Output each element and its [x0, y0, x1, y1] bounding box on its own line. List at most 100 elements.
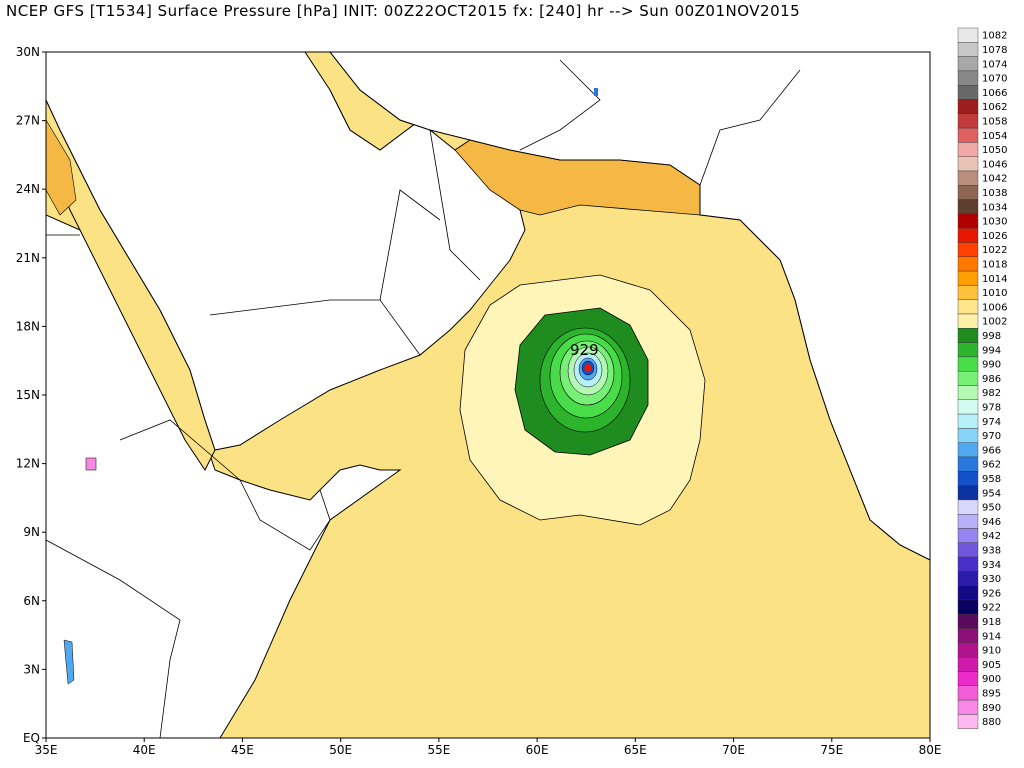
legend-swatch [957, 413, 979, 429]
legend-swatch [957, 471, 979, 486]
legend-swatch [957, 556, 979, 572]
x-tick-label: 55E [427, 743, 450, 757]
legend-swatch [957, 585, 979, 601]
legend-label: 1082 [982, 31, 1007, 42]
y-tick-label: 21N [16, 251, 40, 265]
legend-label: 990 [982, 360, 1001, 371]
highland-spot [85, 457, 97, 471]
legend-label: 1046 [982, 159, 1007, 170]
legend-label: 1014 [982, 274, 1007, 285]
legend-swatch [957, 156, 979, 172]
legend-label: 954 [982, 488, 1001, 499]
legend-label: 934 [982, 560, 1001, 571]
legend-swatch [957, 628, 979, 644]
legend-label: 905 [982, 660, 1001, 671]
legend-label: 890 [982, 703, 1001, 714]
legend-label: 880 [982, 717, 1001, 728]
map-layer [46, 52, 930, 738]
y-tick-label: 30N [16, 45, 40, 59]
legend-label: 970 [982, 431, 1001, 442]
legend-swatch [957, 371, 979, 386]
red-sea-1014 [46, 119, 77, 216]
legend-swatch [957, 714, 979, 729]
legend-swatch [957, 242, 979, 258]
legend-label: 958 [982, 474, 1001, 485]
y-tick-label: 15N [16, 388, 40, 402]
legend-label: 1054 [982, 131, 1007, 142]
legend-swatch [957, 313, 979, 329]
legend-label: 930 [982, 574, 1001, 585]
legend-label: 926 [982, 588, 1001, 599]
legend-label: 1022 [982, 245, 1007, 256]
legend-swatch [957, 499, 979, 515]
legend-label: 946 [982, 517, 1001, 528]
legend-label: 974 [982, 417, 1001, 428]
iran-spot [594, 88, 598, 96]
legend-label: 1066 [982, 88, 1007, 99]
legend-label: 900 [982, 674, 1001, 685]
legend-label: 1030 [982, 217, 1007, 228]
y-tick-label: 9N [23, 525, 40, 539]
legend-label: 982 [982, 388, 1001, 399]
x-tick-label: 75E [820, 743, 843, 757]
legend-swatch [957, 456, 979, 472]
legend-swatch [957, 142, 979, 157]
legend-swatch [957, 127, 979, 143]
legend-swatch [957, 213, 979, 229]
y-tick-label: 6N [23, 594, 40, 608]
legend-swatch [957, 27, 979, 43]
x-tick-label: 40E [133, 743, 156, 757]
x-tick-label: 60E [526, 743, 549, 757]
x-tick-label: 80E [919, 743, 942, 757]
legend-swatch [957, 356, 979, 372]
legend-label: 966 [982, 445, 1001, 456]
legend-label: 918 [982, 617, 1001, 628]
legend-label: 1034 [982, 202, 1007, 213]
legend-label: 895 [982, 688, 1001, 699]
legend-swatch [957, 70, 979, 86]
legend-swatch [957, 84, 979, 100]
legend-swatch [957, 614, 979, 629]
legend-label: 978 [982, 402, 1001, 413]
legend-swatch [957, 599, 979, 615]
legend-swatch [957, 170, 979, 186]
india-coastline [699, 214, 930, 561]
legend-swatch [957, 428, 979, 443]
x-axis: 35E 40E 45E 50E 55E 60E 65E 70E 75E 80E [35, 738, 942, 757]
legend-label: 1010 [982, 288, 1007, 299]
low-center-marker [584, 364, 592, 372]
legend-label: 994 [982, 345, 1001, 356]
y-tick-label: 3N [23, 662, 40, 676]
legend-swatch [957, 514, 979, 529]
legend-swatch [957, 199, 979, 215]
y-tick-label: EQ [23, 731, 40, 745]
legend-swatch [957, 56, 979, 72]
legend-label: 1070 [982, 74, 1007, 85]
legend-label: 950 [982, 503, 1001, 514]
legend-swatch [957, 328, 979, 343]
legend-label: 1062 [982, 102, 1007, 113]
color-legend: 1082 1078 1074 1070 1066 1062 1058 1054 1050 1046… [957, 27, 1007, 729]
ocean-east [700, 215, 930, 738]
legend-label: 1058 [982, 116, 1007, 127]
legend-swatch [957, 285, 979, 300]
x-tick-label: 50E [329, 743, 352, 757]
legend-swatch [957, 113, 979, 129]
legend-label: 1018 [982, 259, 1007, 270]
legend-swatch [957, 399, 979, 415]
legend-swatch [957, 42, 979, 57]
legend-label: 1026 [982, 231, 1007, 242]
country-borders [46, 59, 801, 738]
legend-swatch [957, 671, 979, 687]
legend-label: 1002 [982, 317, 1007, 328]
legend-label: 1050 [982, 145, 1007, 156]
legend-swatch [957, 685, 979, 701]
legend-label: 1074 [982, 59, 1007, 70]
legend-label: 914 [982, 631, 1001, 642]
low-center-label: 929 [570, 341, 599, 359]
legend-swatch [957, 299, 979, 315]
legend-swatch [957, 270, 979, 286]
legend-swatch [957, 256, 979, 272]
chart-title: NCEP GFS [T1534] Surface Pressure [hPa] … [6, 2, 801, 20]
x-tick-label: 70E [722, 743, 745, 757]
